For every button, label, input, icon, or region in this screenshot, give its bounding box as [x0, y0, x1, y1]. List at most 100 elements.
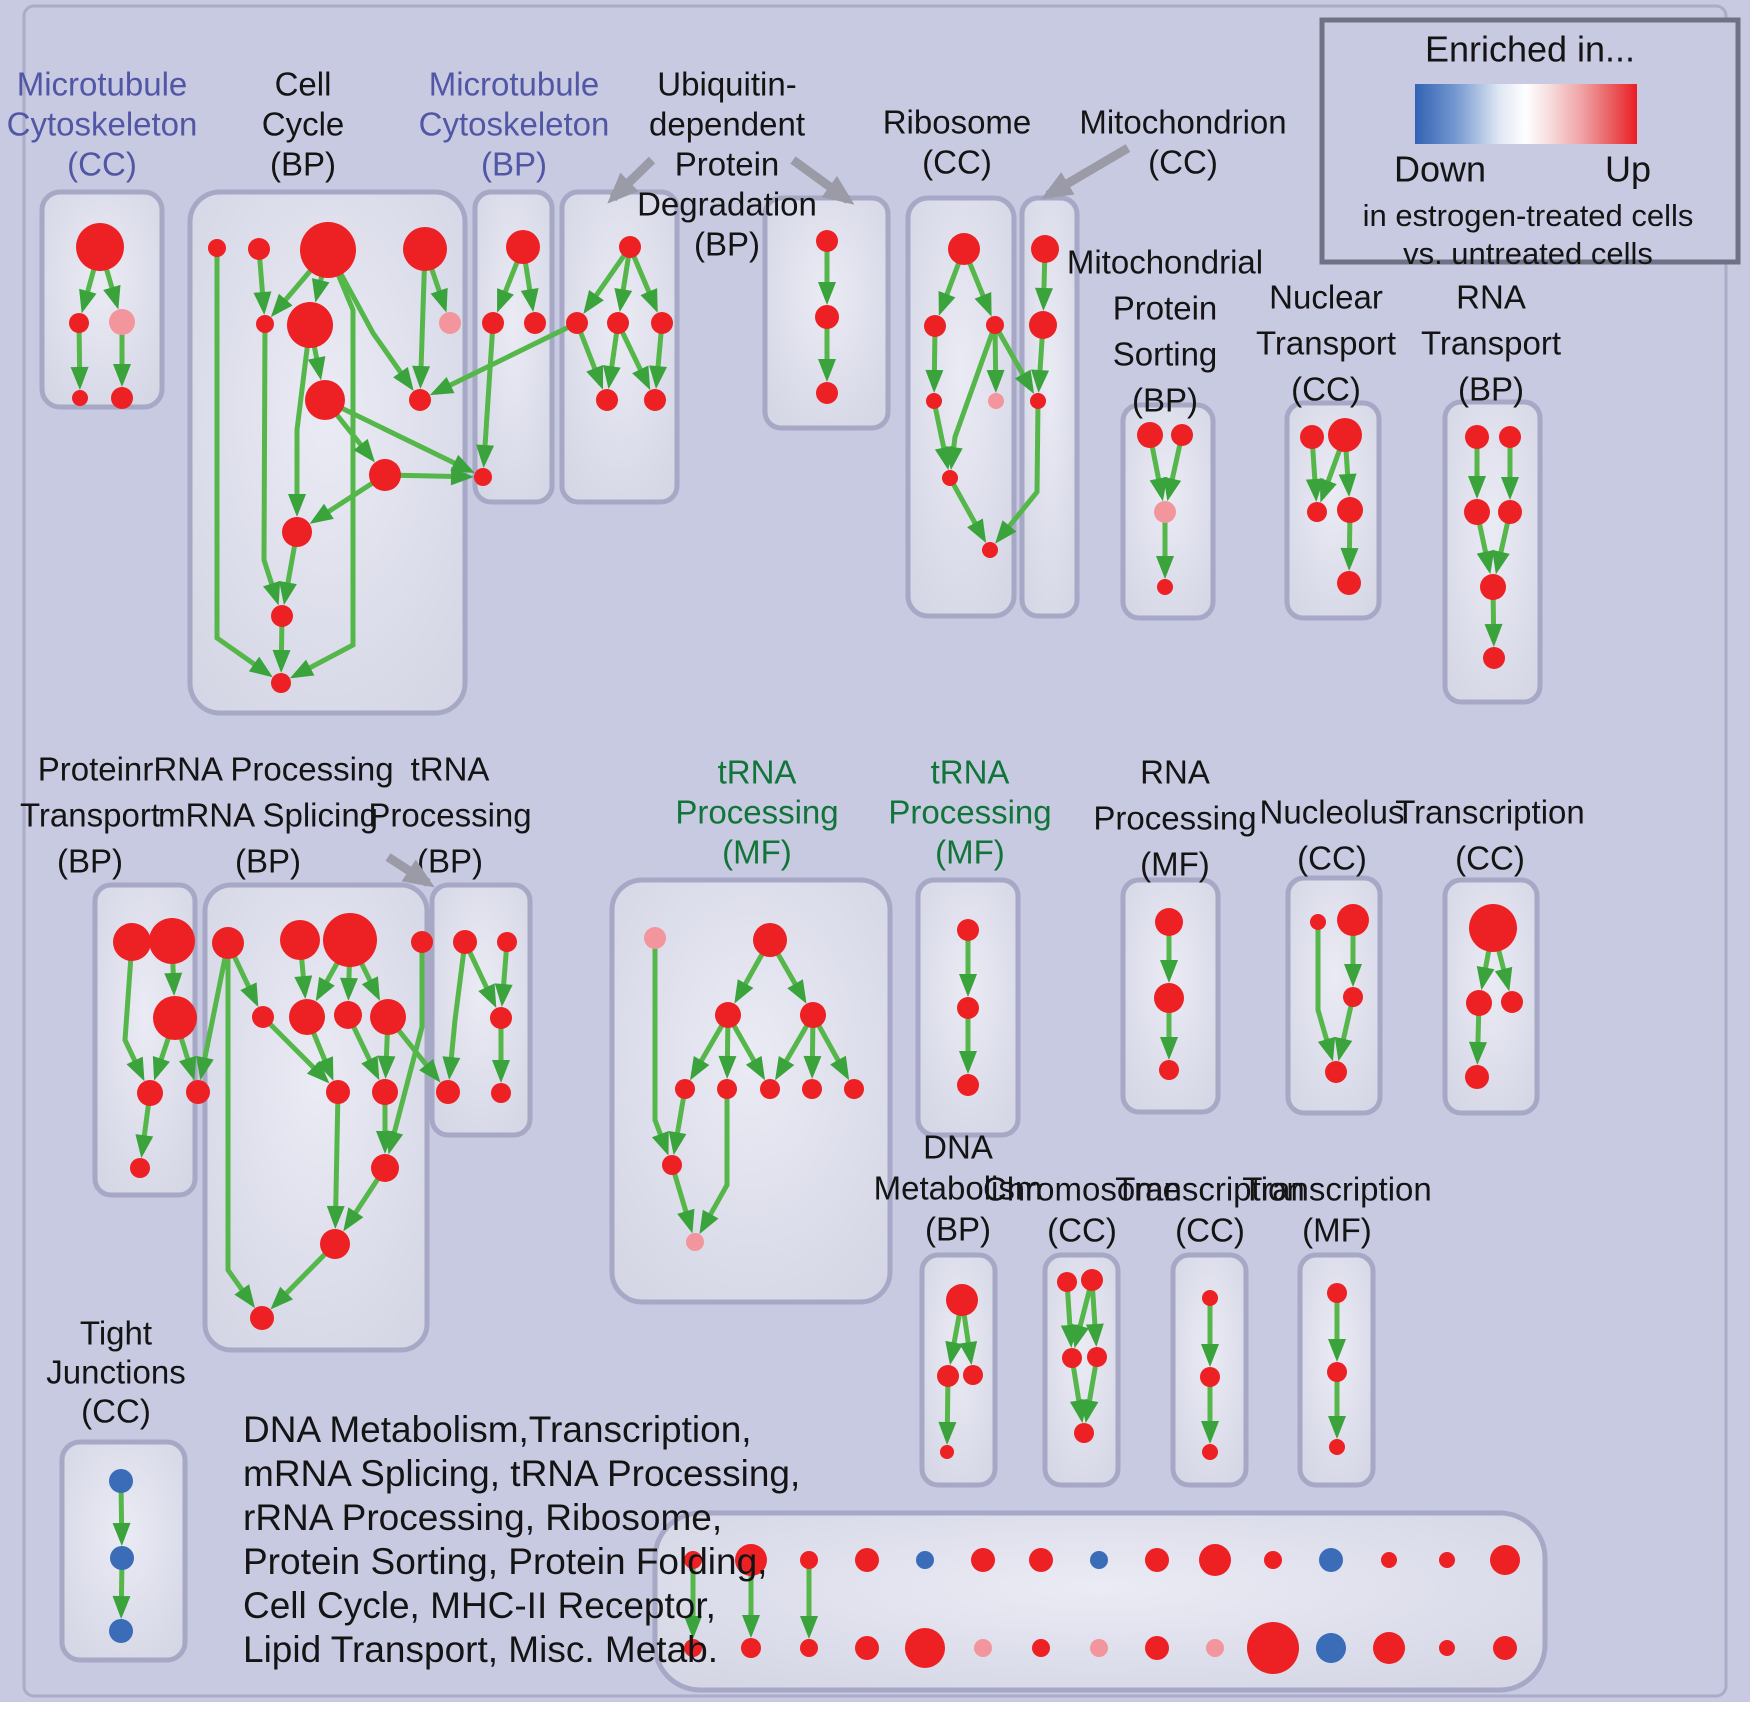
gene-set-node-mu8-red	[1145, 1636, 1169, 1660]
gene-set-node-g5-red	[289, 999, 325, 1035]
gene-set-node-g10-red	[371, 1154, 399, 1182]
cell-cycle-bp-label-line-2: Cycle	[262, 106, 345, 143]
gene-set-node-v0-red	[816, 230, 838, 252]
microtubule-cytoskeleton-bp-label-line-2: Cytoskeleton	[419, 106, 610, 143]
gene-set-node-j0-blue	[109, 1469, 133, 1493]
gene-set-node-g9-red	[372, 1079, 398, 1105]
edge-cc4-cc11	[261, 323, 281, 606]
gene-set-node-mc1-red	[69, 313, 89, 333]
gene-set-node-mt7-blue	[1090, 1551, 1108, 1569]
edge-ch0-ch2	[1060, 1281, 1079, 1349]
microtubule-cytoskeleton-cc-label-line-2: Cytoskeleton	[7, 106, 198, 143]
gene-set-node-f1-red	[1154, 983, 1184, 1013]
gene-set-node-v1-red	[815, 305, 839, 329]
gene-set-node-ch4-red	[1074, 1423, 1094, 1443]
edge-h4-h9	[668, 1088, 688, 1156]
gene-set-node-d0-red	[946, 1284, 978, 1316]
gene-set-node-mt0-red	[684, 1551, 702, 1569]
gene-set-node-mu14-red	[1493, 1636, 1517, 1660]
gene-set-node-w5-red	[1483, 647, 1505, 669]
gene-set-node-tb4-red	[491, 1083, 511, 1103]
label-pointer-arrow-1	[607, 156, 656, 204]
gene-set-node-h1-red	[753, 923, 787, 957]
microtubule-cytoskeleton-cc-box	[39, 189, 165, 410]
gene-set-node-k0-red	[957, 919, 979, 941]
rna-transport-bp-label-line-1: RNA	[1456, 279, 1526, 316]
gene-set-node-tb1-red	[497, 932, 517, 952]
edge-g4-g8	[261, 1015, 330, 1084]
gene-set-node-x2-red	[1501, 991, 1523, 1013]
gene-set-node-cc0-red	[208, 239, 226, 257]
trna-processing-mf-small-label-line-3: (MF)	[935, 834, 1005, 871]
gene-set-node-nl2-red	[1343, 987, 1363, 1007]
rrna-processing-mrna-splicing-bp-label-line-2: mRNA Splicing	[158, 797, 378, 834]
misc-categories-note-line-4: Protein Sorting, Protein Folding,	[243, 1541, 767, 1582]
edge-h5-h10	[699, 1089, 730, 1235]
gene-set-node-mc2-pink	[109, 309, 135, 335]
gene-set-node-mt10-red	[1264, 1551, 1282, 1569]
gene-set-node-x1-red	[1466, 990, 1492, 1016]
gene-set-node-r5-red	[942, 470, 958, 486]
gene-set-node-g1-red	[280, 920, 320, 960]
nucleolus-cc-box	[1285, 875, 1383, 1116]
gene-set-node-mt1-red	[735, 1544, 767, 1576]
gene-set-node-s3-red	[1157, 579, 1173, 595]
microtubule-cytoskeleton-cc-label-line-3: (CC)	[67, 146, 137, 183]
gene-set-node-f2-red	[1159, 1060, 1179, 1080]
gene-set-node-mb3-red	[474, 468, 492, 486]
ubiquitin-dependent-protein-degradation-bp-label-line-3: Protein	[675, 146, 780, 183]
edge-g3-g10	[385, 942, 425, 1155]
gene-set-node-x3-red	[1465, 1065, 1489, 1089]
gene-set-node-y0n-red	[1202, 1290, 1218, 1306]
gene-set-node-cc2-red	[300, 222, 356, 278]
rrna-processing-mrna-splicing-bp-label-line-3: (BP)	[235, 843, 301, 880]
gene-set-node-mu6-red	[1032, 1639, 1050, 1657]
dna-metabolism-bp-label-line-3: (BP)	[925, 1211, 991, 1248]
transcription-cc-bottom-label-line-1: Transcription	[1115, 1171, 1305, 1208]
gene-set-node-cc9-red	[369, 459, 401, 491]
gene-set-node-mt12-red	[1381, 1552, 1397, 1568]
gene-set-node-mu11-blue	[1316, 1633, 1346, 1663]
edge-r3-r5	[931, 400, 953, 471]
trna-processing-bp-label-line-1: tRNA	[411, 751, 490, 788]
edge-p0-p3	[122, 941, 145, 1082]
gene-set-node-cc3-red	[403, 227, 447, 271]
gene-set-node-mu4-red	[905, 1628, 945, 1668]
gene-set-node-q1-red	[1029, 311, 1057, 339]
gene-set-node-mu13-red	[1439, 1640, 1455, 1656]
gene-set-node-mt5-red	[971, 1548, 995, 1572]
gene-set-node-t4-red	[1337, 571, 1361, 595]
transcription-cc-bottom-label-line-2: (CC)	[1175, 1212, 1245, 1249]
edge-r2-q2	[992, 323, 1035, 395]
gene-set-node-g3-red	[411, 931, 433, 953]
gene-set-node-r2-red	[986, 316, 1004, 334]
gene-set-node-z0-red	[1327, 1283, 1347, 1303]
tight-junctions-cc-label-line-3: (CC)	[81, 1393, 151, 1430]
edge-g0-g12	[225, 943, 256, 1309]
gene-set-node-ch0-red	[1057, 1272, 1077, 1292]
gene-set-node-z2-red	[1329, 1439, 1345, 1455]
gene-set-node-p1-red	[149, 918, 195, 964]
chromosome-cc-label-line-2: (CC)	[1047, 1212, 1117, 1249]
gene-set-node-h8-red	[844, 1079, 864, 1099]
mitochondrion-cc-label-line-1: Mitochondrion	[1079, 104, 1286, 141]
gene-set-node-g2-red	[323, 913, 377, 967]
gene-set-node-mb1-red	[482, 312, 504, 334]
gene-set-node-k1-red	[957, 997, 979, 1019]
misc-categories-note-line-5: Cell Cycle, MHC-II Receptor,	[243, 1585, 716, 1626]
gene-set-node-cc1-red	[248, 238, 270, 260]
gene-set-node-h5-red	[717, 1079, 737, 1099]
gene-set-node-x0-red	[1469, 904, 1517, 952]
gene-set-node-mu7-pink	[1090, 1639, 1108, 1657]
microtubule-cytoskeleton-cc-label-line-1: Microtubule	[17, 66, 188, 103]
edge-cc7-mb3	[323, 397, 475, 474]
gene-set-node-mc0-red	[76, 223, 124, 271]
gene-set-node-mu5-pink	[974, 1639, 992, 1657]
gene-set-node-mt13-red	[1439, 1552, 1455, 1568]
gene-set-node-g12-red	[250, 1306, 274, 1330]
gene-set-node-q2-red	[1030, 393, 1046, 409]
misc-categories-note-line-3: rRNA Processing, Ribosome,	[243, 1497, 722, 1538]
gene-set-node-s1-red	[1171, 424, 1193, 446]
